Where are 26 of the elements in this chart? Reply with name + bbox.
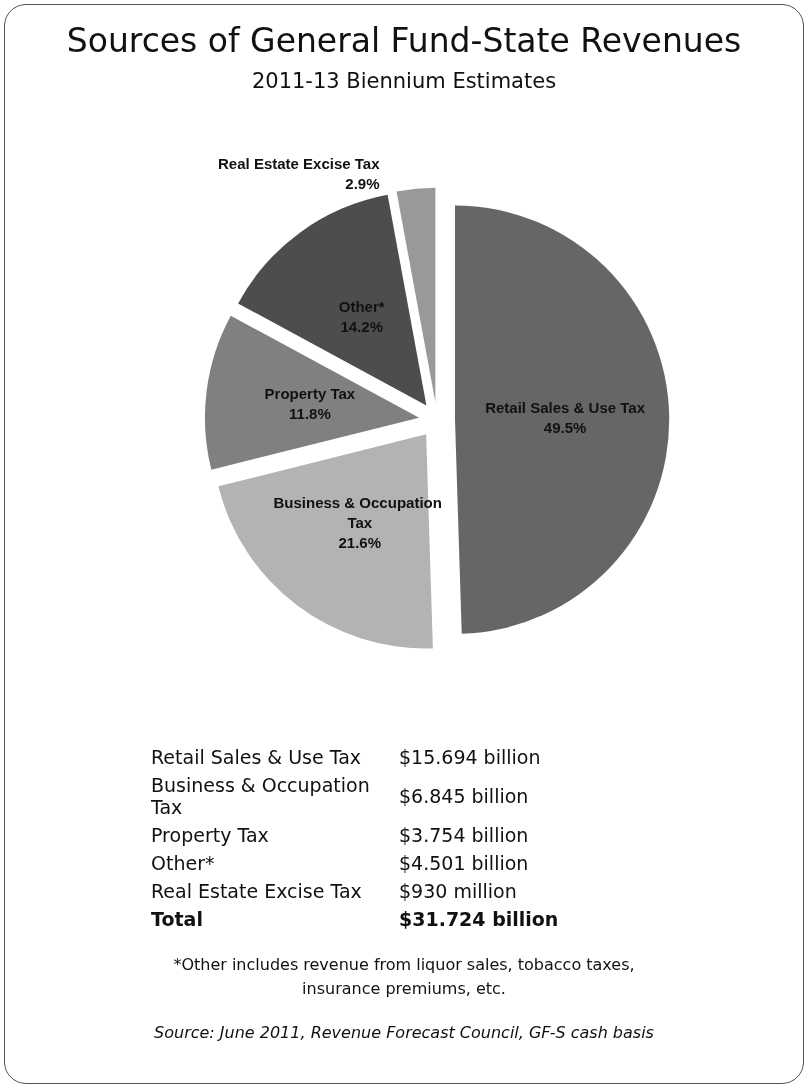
chart-subtitle: 2011-13 Biennium Estimates (250, 69, 558, 93)
text: Retail Sales & Use Tax (151, 745, 363, 770)
slice-label: Retail Sales & Use Tax (485, 399, 646, 417)
text: Other* (151, 851, 216, 876)
text: *Other includes revenue from liquor sales, tobacco taxes, insurance premiums, etc. (172, 954, 636, 1000)
slice-label: Other* (338, 297, 385, 315)
slice-label: Business & Occupation Tax (273, 493, 447, 531)
text: Real Estate Excise Tax (151, 879, 363, 904)
data-label: 11.8% (289, 405, 331, 423)
text: $930 million (399, 879, 518, 904)
slice-label: Real Estate Excise Tax (218, 155, 381, 173)
chart-title: Sources of General Fund-State Revenues (65, 21, 743, 60)
text: $31.724 billion (399, 907, 559, 932)
slice-label: Business & Occupation Tax (151, 773, 371, 820)
source-note: Source: June 2011, Revenue Forecast Council, GF-S cash basis (153, 1023, 655, 1042)
text: $6.845 billion (399, 784, 530, 809)
text: Total (151, 907, 204, 932)
data-label: 14.2% (340, 317, 383, 335)
data-label: 2.9% (345, 175, 380, 193)
text: $3.754 billion (399, 823, 530, 848)
data-label: 21.6% (338, 533, 382, 551)
slice-label: Property Tax (264, 385, 356, 403)
data-label: 49.5% (543, 419, 587, 437)
text: $4.501 billion (399, 851, 530, 876)
text: Property Tax (151, 823, 270, 848)
text: $15.694 billion (399, 745, 542, 770)
